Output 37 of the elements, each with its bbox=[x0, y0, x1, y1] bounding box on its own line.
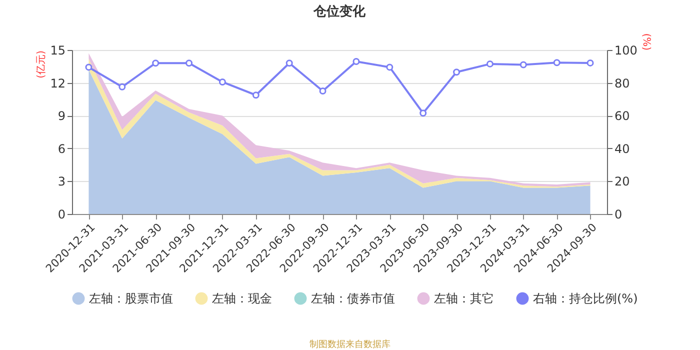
y-tick-label: 15 bbox=[50, 44, 66, 58]
point bbox=[286, 60, 293, 67]
point bbox=[486, 60, 494, 68]
point bbox=[319, 88, 326, 94]
point bbox=[520, 61, 527, 68]
y2-tick-label: 40 bbox=[614, 142, 630, 156]
y2-axis-title: (%) bbox=[640, 33, 652, 51]
y2-tick-label: 0 bbox=[614, 208, 622, 222]
point bbox=[218, 78, 226, 86]
y2-tick-label: 20 bbox=[614, 174, 630, 189]
point bbox=[420, 110, 427, 117]
legend-label: 右轴：持仓比例(%) bbox=[533, 292, 638, 306]
y-tick-label: 6 bbox=[58, 142, 66, 156]
point bbox=[252, 92, 260, 99]
y2-tick-label: 60 bbox=[614, 109, 630, 124]
legend-label: 左轴：其它 bbox=[434, 292, 494, 306]
y-tick-label: 3 bbox=[58, 174, 66, 189]
point bbox=[453, 68, 460, 76]
y-tick-label: 12 bbox=[50, 76, 66, 90]
point bbox=[186, 60, 193, 67]
point bbox=[352, 58, 360, 65]
point bbox=[152, 60, 160, 67]
y-tick-label: 9 bbox=[58, 109, 66, 124]
chart-title: 仓位变化 bbox=[312, 4, 366, 20]
point bbox=[586, 59, 594, 66]
point bbox=[386, 64, 394, 71]
y2-tick-label: 80 bbox=[614, 76, 630, 90]
legend-label: 左轴：债券市值 bbox=[311, 292, 395, 306]
text: 制图数据来自数据库 bbox=[308, 338, 392, 350]
point bbox=[553, 59, 560, 66]
legend-label: 左轴：股票市值 bbox=[89, 292, 173, 306]
y2-tick-label: 100 bbox=[614, 44, 638, 58]
point bbox=[118, 83, 126, 90]
y-axis-title: (亿元) bbox=[36, 50, 48, 78]
legend-label: 左轴：现金 bbox=[212, 292, 272, 306]
y-tick-label: 0 bbox=[58, 208, 66, 222]
point bbox=[85, 64, 92, 71]
